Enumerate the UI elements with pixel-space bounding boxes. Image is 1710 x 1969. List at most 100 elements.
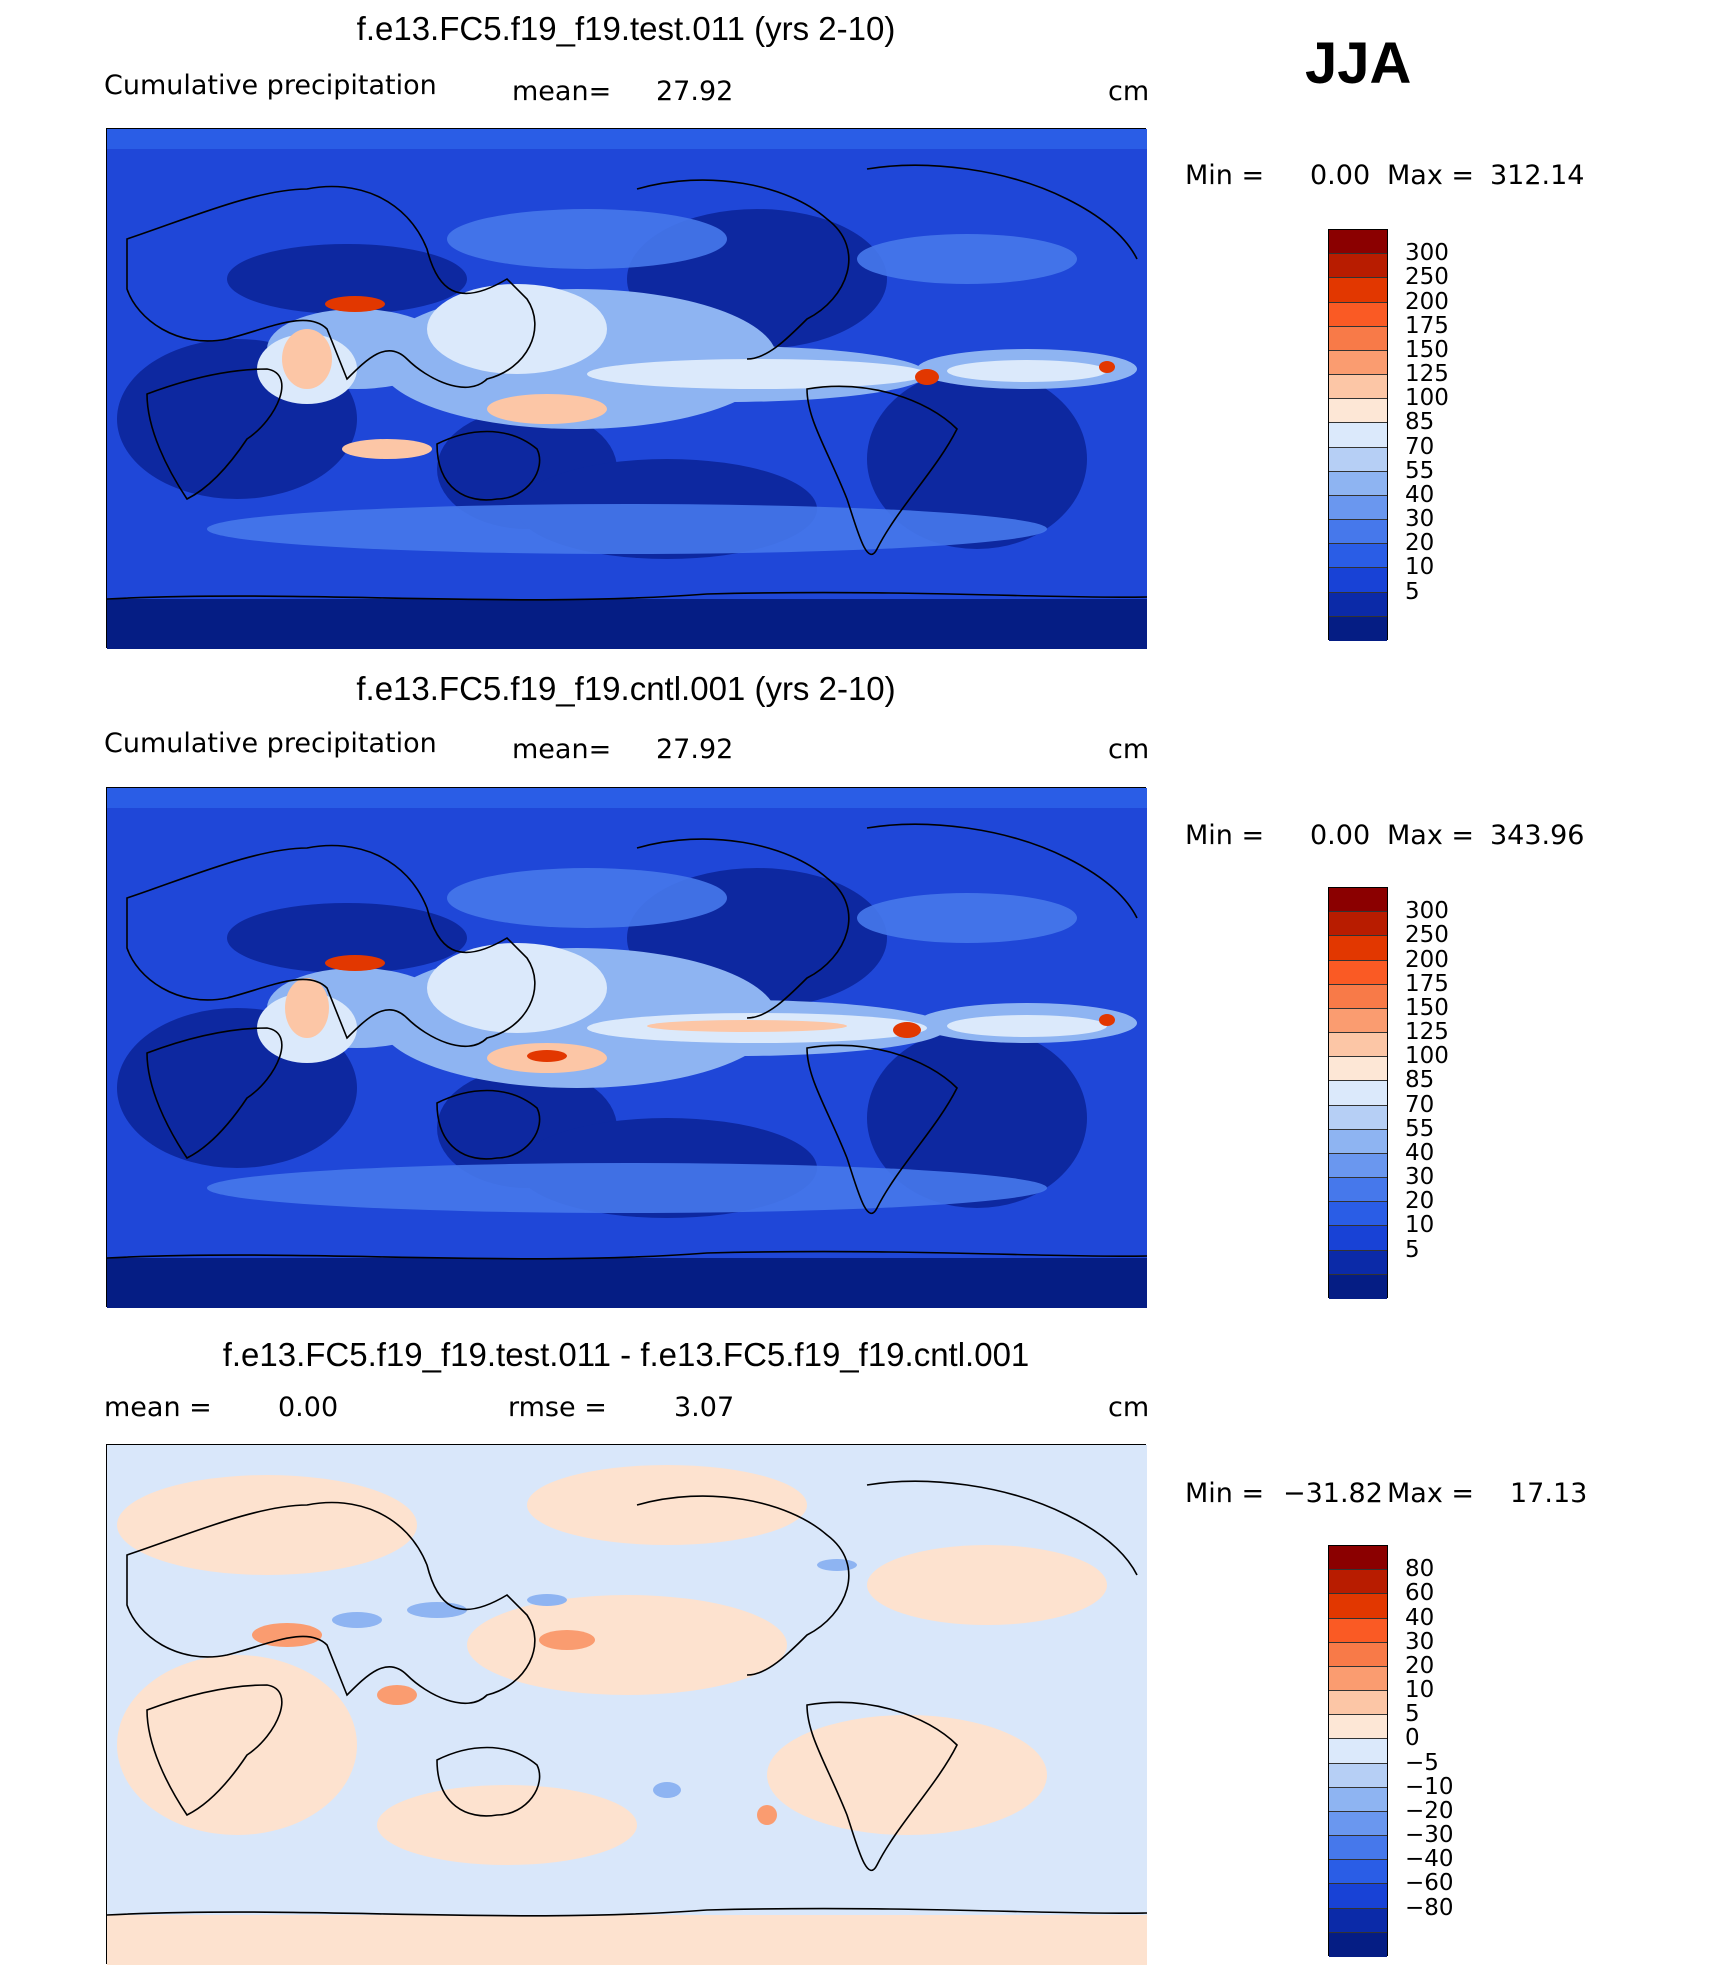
colorbar-box (1329, 1908, 1387, 1933)
colorbar-box (1329, 1594, 1387, 1619)
colorbar-tick-label: 100 (1405, 385, 1449, 412)
colorbar-tick-label: 70 (1405, 1091, 1435, 1118)
colorbar-tick-label: −10 (1405, 1773, 1454, 1800)
colorbar-box (1329, 1666, 1387, 1692)
max-value: 343.96 (1490, 820, 1585, 851)
colorbar-tick-label: 20 (1405, 1188, 1435, 1215)
units-label: cm (1108, 76, 1150, 107)
colorbar-tick-label: 40 (1405, 1139, 1435, 1166)
rmse-value: 3.07 (674, 1392, 735, 1423)
colorbar-box (1329, 1202, 1387, 1227)
min-label: Min = (1185, 1478, 1265, 1509)
colorbar-tick-label: 30 (1405, 1164, 1435, 1191)
colorbar-tick-label: 150 (1405, 994, 1449, 1021)
colorbar-tick-label: −5 (1405, 1749, 1439, 1776)
min-label: Min = (1185, 160, 1265, 191)
colorbar-box (1329, 471, 1387, 496)
colorbar-tick-label: 175 (1405, 312, 1449, 339)
colorbar-box (1329, 1033, 1387, 1058)
colorbar-tick-label: 55 (1405, 1115, 1435, 1142)
colorbar-tick-label: 250 (1405, 922, 1449, 949)
colorbar-tick-label: 10 (1405, 554, 1435, 581)
colorbar-tick-label: 200 (1405, 946, 1449, 973)
colorbar-cntl (1328, 887, 1388, 1299)
precip-diff-map (106, 1444, 1147, 1965)
colorbar-box (1329, 1129, 1387, 1154)
units-label: cm (1108, 1392, 1150, 1423)
colorbar-tick-label: 0 (1405, 1725, 1420, 1752)
colorbar-tick-label: 5 (1405, 1236, 1420, 1263)
min-value: 0.00 (1310, 820, 1371, 851)
rmse-label: rmse = (508, 1392, 607, 1423)
colorbar-box (1329, 1057, 1387, 1082)
colorbar-tick-label: 250 (1405, 264, 1449, 291)
colorbar-box (1329, 568, 1387, 593)
colorbar-box (1329, 302, 1387, 327)
colorbar-box (1329, 1811, 1387, 1837)
colorbar-tick-label: 300 (1405, 240, 1449, 267)
precip-map-test (106, 128, 1147, 649)
colorbar-tick-label: 100 (1405, 1043, 1449, 1070)
colorbar-box (1329, 1250, 1387, 1275)
max-label: Max = (1387, 160, 1475, 191)
colorbar-box (1329, 984, 1387, 1009)
colorbar-box (1329, 375, 1387, 400)
colorbar-tick-label: −40 (1405, 1846, 1454, 1873)
colorbar-tick-label: 85 (1405, 1067, 1435, 1094)
colorbar-box (1329, 447, 1387, 472)
colorbar-box (1329, 1884, 1387, 1909)
colorbar-box (1329, 1618, 1387, 1643)
colorbar-tick-label: 30 (1405, 506, 1435, 533)
colorbar-box (1329, 888, 1387, 913)
colorbar-box (1329, 230, 1387, 255)
colorbar-tick-label: 55 (1405, 457, 1435, 484)
colorbar-tick-label: −30 (1405, 1822, 1454, 1849)
colorbar-tick-label: −80 (1405, 1894, 1454, 1921)
colorbar-tick-label: 125 (1405, 1019, 1449, 1046)
colorbar-tick-label: 20 (1405, 1652, 1435, 1679)
season-label: JJA (1305, 31, 1412, 96)
colorbar-box (1329, 912, 1387, 937)
colorbar-box (1329, 1008, 1387, 1034)
panel-title: f.e13.FC5.f19_f19.test.011 - f.e13.FC5.f… (222, 1336, 1030, 1373)
colorbar-box (1329, 592, 1387, 617)
mean-value: 27.92 (656, 76, 734, 107)
colorbar-box (1329, 1226, 1387, 1251)
colorbar-box (1329, 1642, 1387, 1667)
colorbar-box (1329, 399, 1387, 424)
colorbar-tick-label: 20 (1405, 530, 1435, 557)
mean-label: mean = (104, 1392, 212, 1423)
mean-label: mean= (512, 734, 612, 765)
colorbar-box (1329, 1739, 1387, 1764)
max-value: 312.14 (1490, 160, 1585, 191)
colorbar-tick-label: 150 (1405, 336, 1449, 363)
colorbar-box (1329, 1081, 1387, 1106)
colorbar-tick-label: 300 (1405, 898, 1449, 925)
units-label: cm (1108, 734, 1150, 765)
colorbar-tick-label: 10 (1405, 1677, 1435, 1704)
colorbar-tick-label: 5 (1405, 1701, 1420, 1728)
colorbar-tick-label: 5 (1405, 578, 1420, 605)
panel-title: f.e13.FC5.f19_f19.cntl.001 (yrs 2-10) (356, 670, 896, 707)
colorbar-box (1329, 1691, 1387, 1716)
max-value: 17.13 (1510, 1478, 1588, 1509)
colorbar-box (1329, 960, 1387, 985)
colorbar-box (1329, 1836, 1387, 1861)
colorbar-tick-label: 175 (1405, 970, 1449, 997)
colorbar-box (1329, 254, 1387, 279)
colorbar-box (1329, 278, 1387, 303)
colorbar-test (1328, 229, 1388, 641)
colorbar-box (1329, 1932, 1387, 1957)
map-canvas (107, 129, 1147, 649)
colorbar-box (1329, 520, 1387, 545)
variable-label: Cumulative precipitation (104, 70, 437, 101)
mean-value: 27.92 (656, 734, 734, 765)
colorbar-box (1329, 544, 1387, 569)
min-value: −31.82 (1283, 1478, 1383, 1509)
mean-label: mean= (512, 76, 612, 107)
colorbar-box (1329, 1546, 1387, 1571)
colorbar-box (1329, 616, 1387, 641)
min-label: Min = (1185, 820, 1265, 851)
colorbar-box (1329, 423, 1387, 448)
mean-value: 0.00 (278, 1392, 339, 1423)
